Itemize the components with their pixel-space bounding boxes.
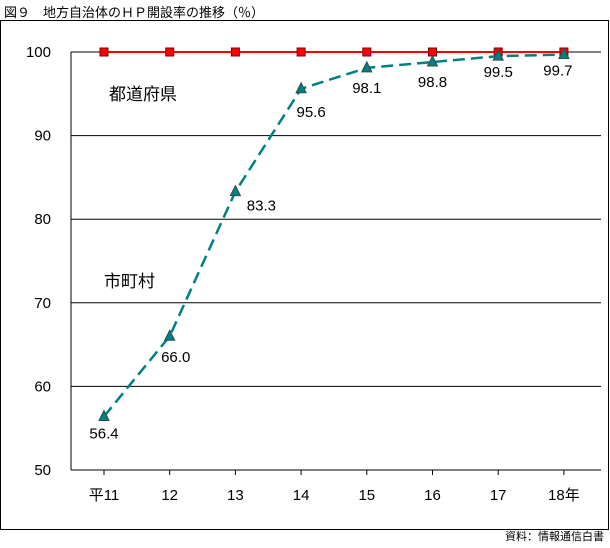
y-tick-label: 70: [34, 295, 51, 312]
series-point-municipality: [163, 329, 176, 341]
data-label: 56.4: [89, 425, 118, 442]
data-label: 98.8: [418, 74, 447, 91]
y-tick-label: 100: [26, 44, 51, 61]
x-tick-label: 14: [293, 487, 310, 504]
series-point-municipality: [295, 81, 307, 94]
series-point-municipality: [426, 54, 439, 67]
figure-title: 図９ 地方自治体のＨＰ開設率の推移（％）: [4, 6, 265, 21]
data-label: 99.5: [484, 64, 513, 81]
y-tick-label: 50: [34, 462, 51, 479]
series-point-municipality: [492, 49, 505, 61]
x-tick-label: 17: [490, 487, 507, 504]
data-label: 98.1: [352, 80, 381, 97]
x-tick-label: 12: [161, 487, 178, 504]
series-point-prefecture: [165, 47, 175, 57]
series-point-prefecture: [428, 47, 437, 57]
y-tick-label: 60: [34, 378, 51, 395]
series-label-municipality: 市町村: [104, 272, 155, 292]
series-line-municipality: [103, 53, 564, 418]
y-tick-label: 90: [34, 128, 51, 145]
series-point-municipality: [558, 47, 570, 60]
data-label: 66.0: [161, 349, 190, 366]
series-point-prefecture: [362, 47, 372, 57]
series-label-prefecture: 都道府県: [109, 85, 177, 105]
series-point-municipality: [98, 409, 110, 421]
y-tick-label: 80: [34, 211, 51, 228]
data-label: 83.3: [247, 198, 276, 215]
x-tick-label: 13: [227, 487, 244, 504]
series-layer: [98, 47, 570, 421]
series-point-prefecture: [99, 47, 109, 57]
x-tick-label: 平11: [89, 487, 120, 504]
x-tick-label: 18年: [548, 487, 580, 504]
data-label: 99.7: [543, 63, 572, 80]
figure-source: 資料：情報通信白書: [505, 530, 604, 543]
chart-frame: 50 60 70 80 90 100 平11 12 13 14 15 16 17 18年 56.4 66.0…: [0, 20, 609, 530]
axis-layer: 50 60 70 80 90 100 平11 12 13 14 15 16 17 18年: [26, 44, 601, 504]
series-point-municipality: [360, 60, 373, 73]
x-tick-label: 16: [424, 487, 441, 504]
data-label: 95.6: [296, 104, 325, 121]
series-point-municipality: [229, 184, 242, 197]
series-point-prefecture: [296, 47, 306, 57]
series-point-prefecture: [230, 47, 240, 57]
line-chart: 50 60 70 80 90 100 平11 12 13 14 15 16 17 18年 56.4 66.0…: [26, 44, 601, 504]
grid-layer: [71, 51, 601, 471]
x-tick-label: 15: [358, 487, 375, 504]
